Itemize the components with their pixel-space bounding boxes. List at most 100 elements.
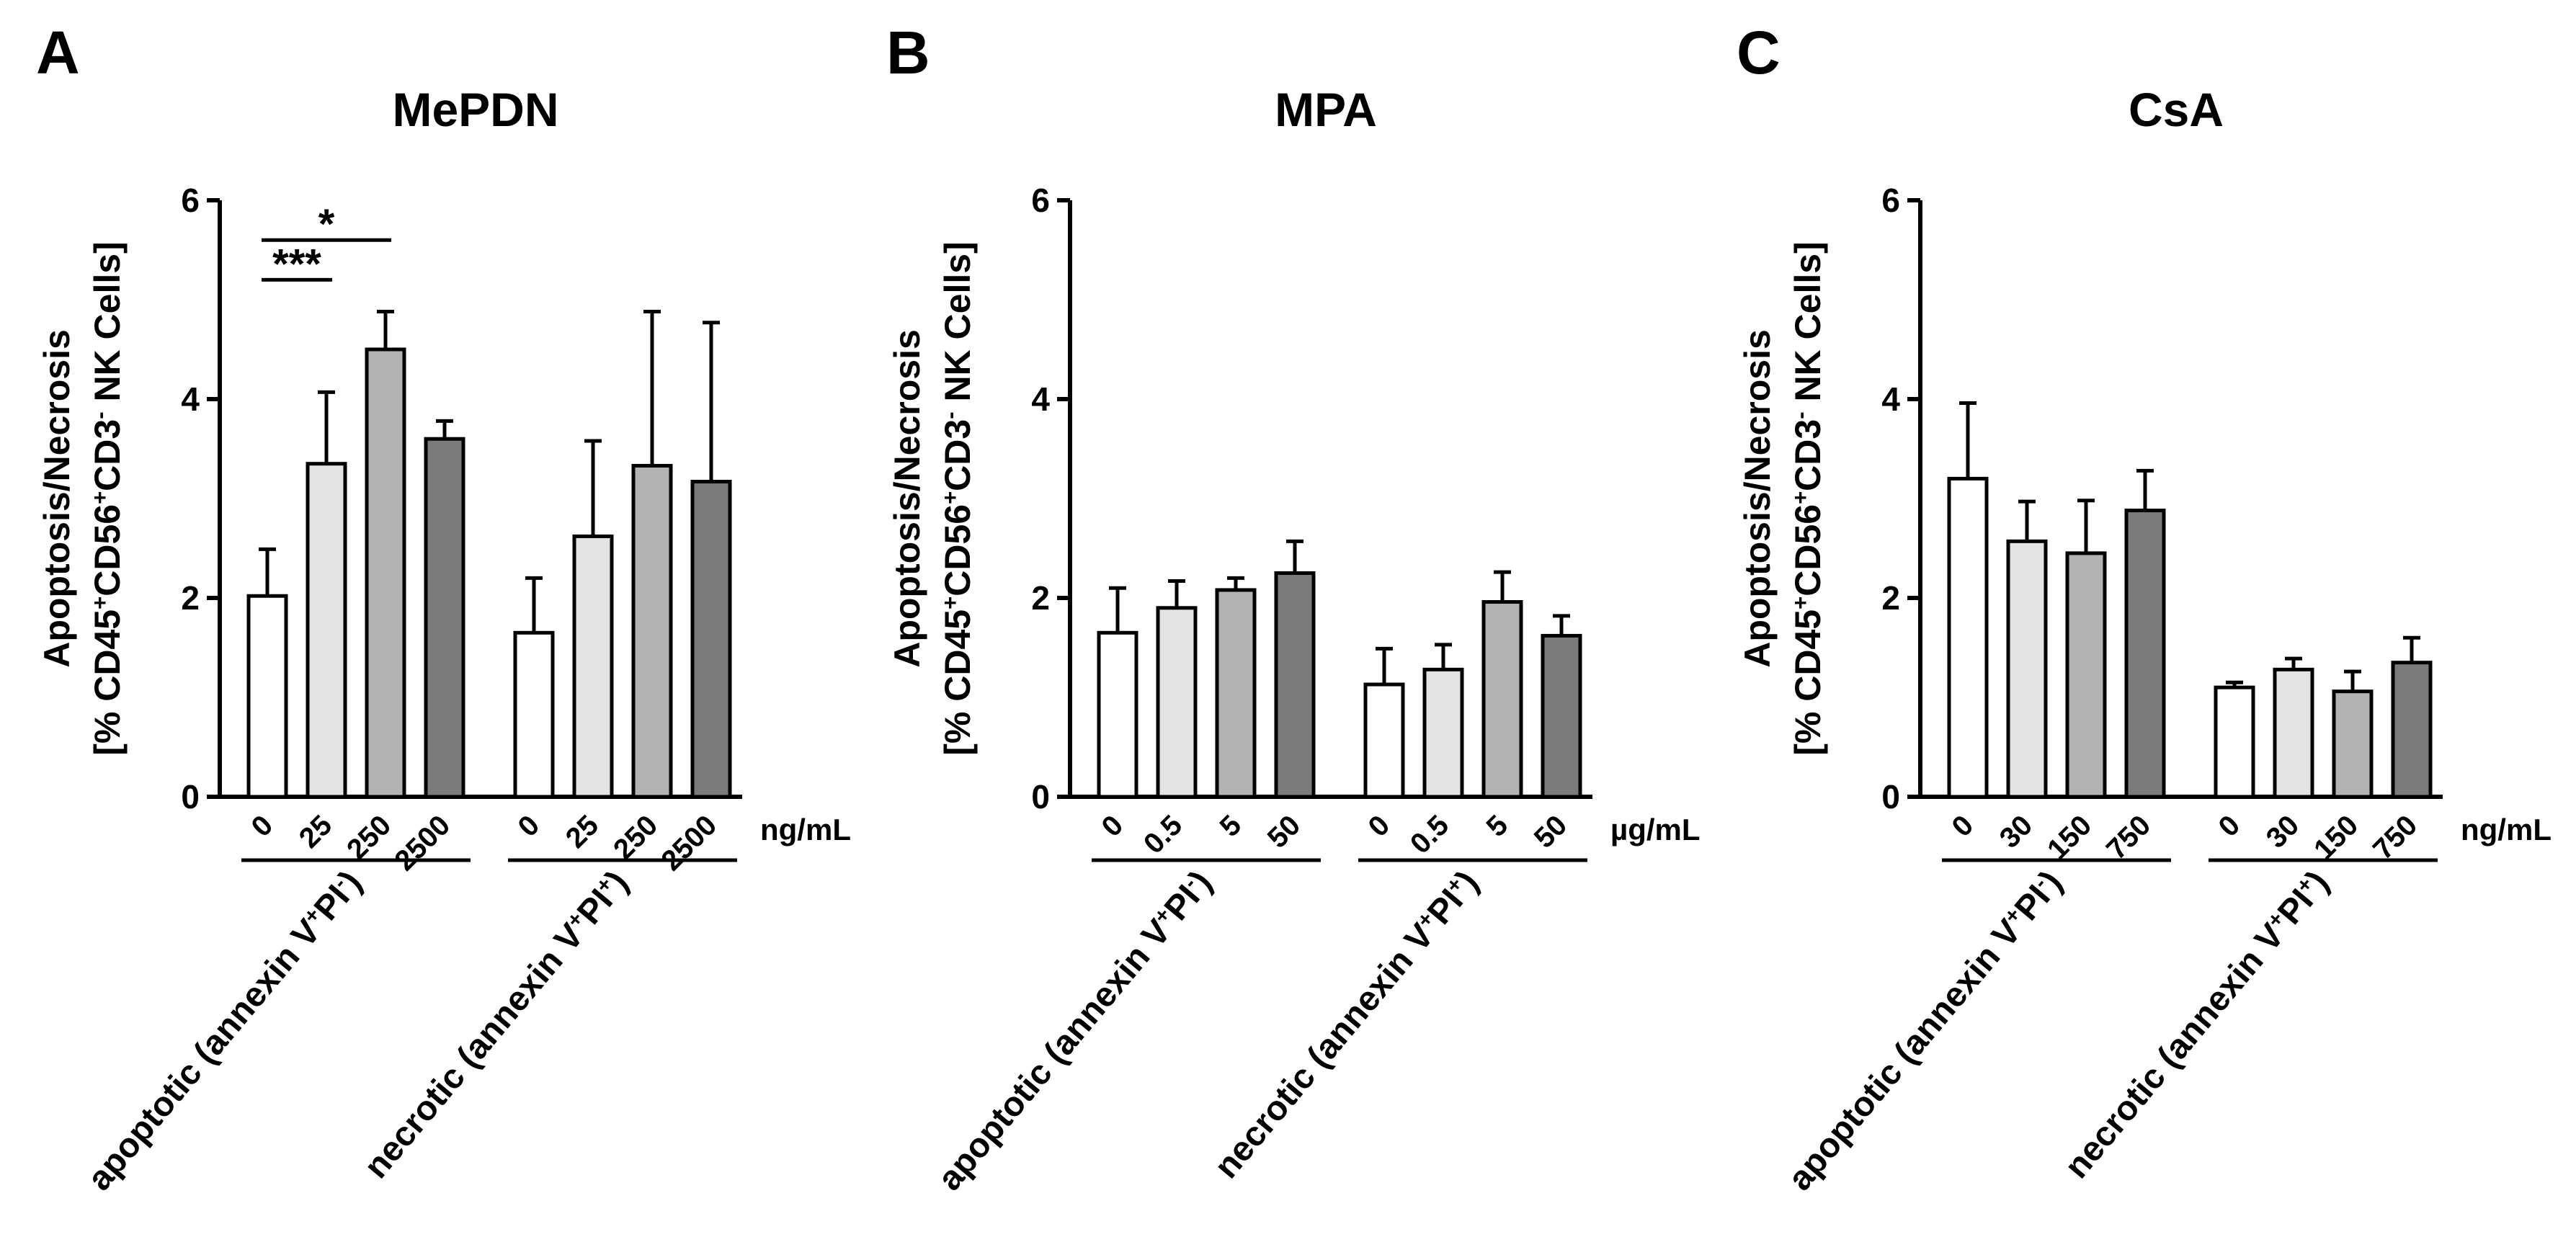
x-tick-label: 250 [607,809,664,865]
y-tick-label: 0 [1031,778,1050,816]
superscript: + [1788,597,1813,609]
x-tick-label: 5 [1481,809,1515,843]
bar-apoptotic-0 [1947,476,1989,799]
text-span: CD3 [937,419,978,491]
superscript: + [937,491,963,504]
x-tick-label: 0 [512,809,546,843]
x-tick-label: 50 [1528,809,1574,854]
y-tick-label: 4 [1881,380,1900,418]
y-axis-label-line1: Apoptosis/Necrosis [1737,329,1778,668]
y-tick-label: 6 [1031,182,1050,219]
significance-label: * [318,201,335,248]
group-label: necrotic (annexin V+PI+) [1207,864,1486,1186]
bar-apoptotic-150 [2065,551,2107,799]
bar-apoptotic-750 [2124,509,2166,799]
bar-necrotic-0.5 [1422,667,1464,799]
bar-necrotic-25 [572,534,614,799]
bar-necrotic-50 [1541,633,1582,799]
text-span: NK Cells] [87,241,128,411]
bar-apoptotic-0 [1097,630,1138,799]
significance-label: *** [272,241,321,287]
group-label: necrotic (annexin V+PI+) [2057,864,2336,1186]
x-tick-label: 0 [1096,809,1130,843]
y-tick-label: 0 [181,778,200,816]
text-span: apoptotic (annexin V [930,913,1178,1198]
superscript: + [937,597,963,609]
panel-letter: C [1737,19,1781,86]
y-tick-label: 2 [1881,579,1900,617]
superscript: + [1788,491,1813,504]
superscript: + [87,491,112,504]
y-tick-label: 6 [181,182,200,219]
y-axis-label-line2: [% CD45+CD56+CD3- NK Cells] [1788,241,1829,755]
text-span: necrotic (annexin V [357,917,591,1186]
text-span: NK Cells] [937,241,978,411]
bar-necrotic-250 [631,463,673,799]
x-tick-label: 150 [2308,809,2364,865]
text-span: [% CD45 [87,609,128,756]
y-tick-label: 4 [181,380,200,418]
text-span: CD56 [87,504,128,597]
superscript: - [937,411,963,419]
x-tick-label: 5 [1214,809,1248,843]
bar-necrotic-750 [2391,661,2433,799]
panel-title: CsA [2129,83,2224,136]
text-span: CD3 [87,419,128,491]
group-label: apoptotic (annexin V+PI-) [930,864,1219,1198]
text-span: necrotic (annexin V [1207,917,1441,1186]
bar-necrotic-2500 [690,480,732,799]
y-axis-label-line2: [% CD45+CD56+CD3- NK Cells] [87,241,128,755]
bar-necrotic-30 [2273,667,2314,799]
text-span: CD56 [1788,504,1828,597]
bar-apoptotic-0 [246,594,288,799]
bar-apoptotic-250 [365,347,406,799]
text-span: [% CD45 [937,609,978,756]
y-tick-label: 6 [1881,182,1900,219]
bar-necrotic-0 [513,630,555,799]
y-axis-label-line2: [% CD45+CD56+CD3- NK Cells] [937,241,979,755]
panel-letter: A [36,19,80,86]
text-span: CD3 [1788,419,1828,491]
text-span: [% CD45 [1788,609,1828,756]
unit-label: ng/mL [2461,813,2552,846]
x-tick-label: 2500 [655,809,723,877]
y-axis-label-line1: Apoptosis/Necrosis [887,329,927,668]
group-label: necrotic (annexin V+PI+) [357,864,636,1186]
unit-label: µg/mL [1610,813,1701,846]
x-tick-label: 25 [293,809,339,854]
panel-b: B MPA Apoptosis/Necrosis[% CD45+CD56+CD3- … [886,19,1701,1198]
superscript: - [1788,411,1813,419]
group-label: apoptotic (annexin V+PI-) [80,864,369,1198]
panel-title: MPA [1275,83,1377,136]
bar-necrotic-5 [1481,600,1523,799]
panel-title: MePDN [392,83,558,136]
panel-c: C CsA Apoptosis/Necrosis[% CD45+CD56+CD3- … [1737,19,2552,1198]
x-tick-label: 0 [246,809,280,843]
x-tick-label: 0.5 [1138,809,1188,859]
superscript: - [87,411,112,419]
text-span: CD56 [937,504,978,597]
x-tick-label: 50 [1262,809,1307,854]
text-span: apoptotic (annexin V [1781,913,2028,1198]
x-tick-label: 30 [1994,809,2039,854]
x-tick-label: 150 [2041,809,2098,865]
x-tick-label: 750 [2367,809,2423,865]
text-span: apoptotic (annexin V [80,913,328,1198]
x-tick-label: 0.5 [1404,809,1455,859]
unit-label: ng/mL [760,813,851,846]
group-label: apoptotic (annexin V+PI-) [1781,864,2069,1198]
text-span: NK Cells] [1788,241,1828,411]
bar-apoptotic-2500 [424,437,465,799]
bar-necrotic-150 [2332,689,2374,799]
x-tick-label: 0 [2213,809,2247,843]
y-axis-label-line1: Apoptosis/Necrosis [37,329,77,668]
bar-apoptotic-25 [306,462,347,799]
bar-apoptotic-50 [1274,571,1316,799]
superscript: + [87,597,112,609]
bar-necrotic-0 [1363,682,1405,799]
y-tick-label: 2 [181,579,200,617]
bar-necrotic-0 [2214,685,2255,799]
x-tick-label: 30 [2260,809,2306,854]
